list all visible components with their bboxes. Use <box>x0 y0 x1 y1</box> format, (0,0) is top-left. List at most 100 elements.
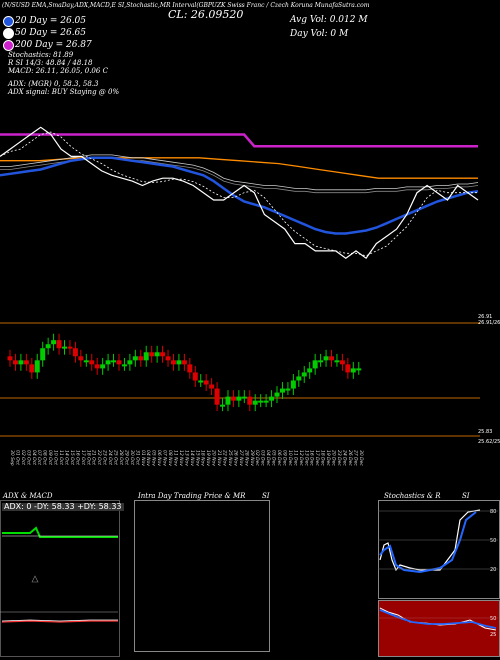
date-tick-label: 21 Nov <box>216 450 222 466</box>
adx-marker <box>31 575 39 583</box>
adx-signal-stat: ADX signal: BUY Staying @ 0% <box>8 88 120 96</box>
close-price: CL: 26.09520 <box>168 8 244 21</box>
candle-body <box>165 356 171 361</box>
rsi-line <box>379 607 497 631</box>
rsi-stat: R SI 14/3: 48.84 / 48.18 <box>8 59 93 67</box>
legend-20day-swatch <box>3 16 14 27</box>
candle-body <box>170 360 176 365</box>
candle-body <box>94 364 100 369</box>
date-tick-label: 23 Dec <box>336 450 342 466</box>
macd-line <box>1 619 118 622</box>
date-tick-label: 11 Oct <box>58 450 64 465</box>
candle-body <box>89 360 95 365</box>
date-tick-label: 01 Nov <box>140 450 146 466</box>
ma20-line <box>0 156 479 235</box>
date-tick-label: 26 Nov <box>232 450 238 466</box>
candle-body <box>350 368 356 373</box>
candle-body <box>263 400 269 403</box>
date-tick-label: 28 Oct <box>118 450 124 465</box>
date-tick-label: 04 Dec <box>265 450 271 466</box>
candle-body <box>51 340 57 345</box>
date-tick-label: 29 Oct <box>123 450 129 465</box>
candle-body <box>127 360 133 365</box>
candle-body <box>149 352 155 357</box>
legend-20day: 20 Day = 26.05 <box>15 16 87 26</box>
candle-body <box>12 360 18 365</box>
candle-body <box>132 356 138 361</box>
ma200-line <box>0 133 478 148</box>
candle-body <box>67 346 73 349</box>
date-tick-label: 07 Oct <box>36 450 42 465</box>
date-tick-label: 09 Dec <box>281 450 287 466</box>
date-tick-label: 12 Nov <box>178 450 184 466</box>
price-smooth-line <box>0 131 478 257</box>
date-tick-label: 17 Oct <box>80 450 86 465</box>
date-tick-label: 04 Oct <box>31 450 37 465</box>
avg-volume: Avg Vol: 0.012 M <box>290 15 368 25</box>
day-volume: Day Vol: 0 M <box>290 29 349 39</box>
candle-body <box>187 364 193 373</box>
rsi-tick-25: 25 <box>490 632 497 638</box>
candle-body <box>241 396 247 399</box>
candle-body <box>301 372 307 377</box>
date-tick-label: 20 Nov <box>211 450 217 466</box>
date-tick-label: 16 Dec <box>309 450 315 466</box>
legend-200day: 200 Day = 26.87 <box>15 40 92 50</box>
rsi-tick-50: 50 <box>490 616 497 622</box>
candle-body <box>116 360 122 365</box>
date-tick-label: 02 Oct <box>20 450 26 465</box>
candle-body <box>274 392 280 397</box>
date-tick-label: 16 Oct <box>74 450 80 465</box>
candle-body <box>83 360 89 363</box>
stoch-tick-20: 20 <box>490 567 497 573</box>
date-tick-label: 20 Dec <box>331 450 337 466</box>
date-tick-label: 15 Nov <box>194 450 200 466</box>
candle-body <box>160 352 166 357</box>
macd-stat: MACD: 26.11, 26.05, 0.06 C <box>8 67 108 75</box>
candle-body <box>312 360 318 369</box>
date-tick-label: 02 Dec <box>254 450 260 466</box>
candle-body <box>236 396 242 401</box>
candle-body <box>339 360 345 365</box>
date-tick-label: 03 Dec <box>260 450 266 466</box>
rsi-signal-line <box>379 609 497 629</box>
date-tick-label: 21 Oct <box>91 450 97 465</box>
candle-body <box>220 404 226 407</box>
legend-50day: 50 Day = 26.65 <box>15 28 87 38</box>
candle-body <box>143 352 149 361</box>
main-chart: 30 Sep 01 Oct 02 Oct 03 Oct 04 Oct 07 Oct 08 O… <box>0 126 480 466</box>
candle-body <box>105 360 111 365</box>
stoch-panel-title: Stochastics & R <box>384 492 441 500</box>
candle-body <box>192 372 198 381</box>
date-tick-label: 06 Dec <box>276 450 282 466</box>
price-label-top: 26.91 <box>478 314 493 320</box>
candle-body <box>121 364 127 367</box>
date-tick-label: 06 Nov <box>156 450 162 466</box>
stochastics-stat: Stochastics: 81.89 <box>8 51 74 59</box>
candle-body <box>209 384 215 389</box>
date-tick-label: 22 Nov <box>222 450 228 466</box>
candle-body <box>318 360 324 363</box>
date-tick-label: 25 Oct <box>113 450 119 465</box>
date-tick-label: 07 Nov <box>162 450 168 466</box>
adx-panel-title: ADX & MACD <box>3 492 53 500</box>
date-tick-label: 15 Oct <box>69 450 75 465</box>
intraday-panel-title: Intra Day Trading Price & MR <box>138 492 246 500</box>
intraday-panel-right: SI <box>262 492 270 500</box>
candle-body <box>176 360 182 365</box>
price-label-bottom2: 25.62/25.83 <box>478 439 500 445</box>
adx-plus-line <box>2 526 118 538</box>
legend-50day-swatch <box>3 28 14 39</box>
date-tick-label: 14 Oct <box>63 450 69 465</box>
date-tick-label: 27 Dec <box>352 450 358 466</box>
candle-body <box>356 368 362 371</box>
stoch-d-line <box>379 511 477 574</box>
candle-body <box>323 356 329 361</box>
adx-panel <box>0 500 120 657</box>
candle-body <box>285 388 291 391</box>
candle-body <box>334 360 340 363</box>
date-tick-label: 10 Dec <box>287 450 293 466</box>
candle-body <box>258 400 264 403</box>
macd-signal-line <box>1 620 118 623</box>
date-tick-label: 30 Sep <box>9 450 15 466</box>
